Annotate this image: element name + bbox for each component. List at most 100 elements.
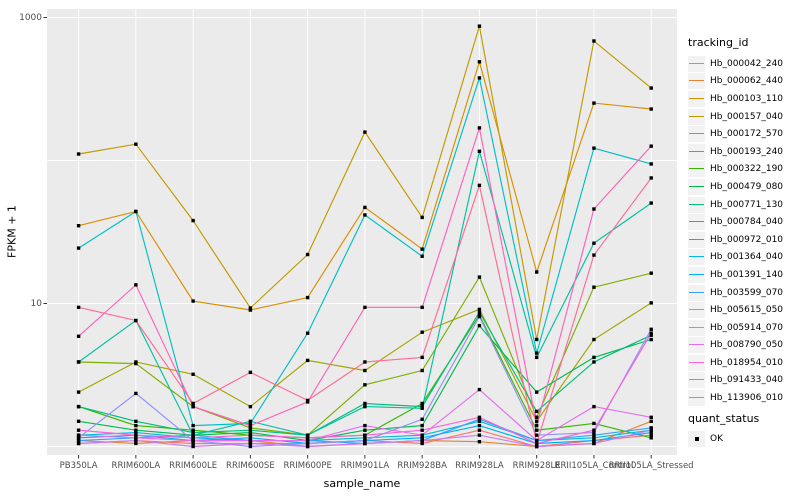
data-point bbox=[477, 323, 482, 328]
legend-key-swatch bbox=[688, 354, 705, 371]
data-point bbox=[76, 334, 81, 338]
ok-square-marker-icon bbox=[694, 436, 699, 441]
data-point bbox=[363, 423, 367, 428]
legend-item: Hb_000103_110 bbox=[688, 90, 800, 108]
data-point bbox=[248, 438, 253, 443]
data-point bbox=[191, 423, 195, 428]
legend-line-icon bbox=[689, 309, 704, 311]
data-point bbox=[305, 331, 310, 335]
legend-item: Hb_018954_010 bbox=[688, 354, 800, 372]
legend-item: Hb_000972_010 bbox=[688, 231, 800, 249]
data-point bbox=[477, 433, 482, 437]
legend-item: Hb_005615_050 bbox=[688, 301, 800, 319]
data-point bbox=[477, 419, 482, 424]
data-point bbox=[649, 419, 653, 424]
legend-key-swatch bbox=[688, 126, 705, 143]
data-point bbox=[134, 419, 138, 424]
x-tick-label: PB350LA bbox=[59, 461, 98, 471]
legend-key-swatch bbox=[688, 108, 705, 125]
data-point bbox=[420, 423, 424, 428]
data-point bbox=[477, 275, 482, 279]
data-point bbox=[420, 355, 424, 360]
data-point bbox=[76, 390, 81, 394]
x-tick-label: RRIM901LA bbox=[340, 461, 390, 471]
legend-label: Hb_000042_240 bbox=[710, 58, 784, 69]
legend-label: Hb_005615_050 bbox=[710, 305, 784, 316]
data-point bbox=[305, 444, 310, 449]
legend-line-icon bbox=[689, 238, 704, 240]
data-point bbox=[191, 299, 195, 303]
data-point bbox=[534, 355, 539, 360]
data-point bbox=[134, 142, 138, 146]
legend-item: Hb_000322_190 bbox=[688, 161, 800, 179]
legend-key-swatch bbox=[688, 302, 705, 319]
legend-line-icon bbox=[689, 361, 704, 363]
data-point bbox=[477, 24, 482, 28]
data-point bbox=[649, 201, 653, 205]
data-point bbox=[248, 441, 253, 446]
data-point bbox=[649, 107, 653, 111]
data-point bbox=[592, 355, 596, 360]
data-point bbox=[76, 246, 81, 250]
data-point bbox=[534, 415, 539, 420]
data-point bbox=[76, 419, 81, 424]
y-tick-label: 1000 bbox=[19, 12, 42, 23]
legend-key-swatch bbox=[688, 284, 705, 301]
data-point bbox=[420, 368, 424, 373]
legend-line-icon bbox=[689, 115, 704, 117]
data-point bbox=[363, 360, 367, 364]
data-point bbox=[191, 428, 195, 432]
data-point bbox=[191, 430, 195, 435]
data-point bbox=[191, 433, 195, 437]
data-point bbox=[248, 436, 253, 440]
data-point bbox=[134, 361, 138, 366]
data-point bbox=[134, 433, 138, 437]
data-point bbox=[534, 423, 539, 428]
legend-line-icon bbox=[689, 221, 704, 223]
data-point bbox=[305, 295, 310, 300]
data-point bbox=[248, 404, 253, 409]
data-point bbox=[649, 426, 653, 430]
legend-line-icon bbox=[689, 344, 704, 346]
x-tick-label: RRIM600SE bbox=[226, 461, 275, 471]
legend-line-icon bbox=[689, 150, 704, 152]
x-tick-label: RRIM928LA bbox=[455, 461, 504, 471]
data-point bbox=[420, 215, 424, 220]
data-point bbox=[363, 305, 367, 310]
data-point bbox=[363, 441, 367, 446]
x-tick-label: RRII105LA_Control bbox=[554, 461, 634, 471]
data-point bbox=[305, 398, 310, 403]
legend-label: Hb_003599_070 bbox=[710, 287, 784, 298]
legend-line-icon bbox=[689, 185, 704, 187]
legend-title-quant-status: quant_status bbox=[688, 411, 760, 425]
data-point bbox=[477, 428, 482, 432]
data-point bbox=[592, 241, 596, 245]
legend-line-icon bbox=[689, 80, 704, 82]
y-axis-title: FPKM + 1 bbox=[5, 205, 19, 258]
legend-key-swatch bbox=[688, 196, 705, 213]
data-point bbox=[420, 428, 424, 432]
data-point bbox=[248, 423, 253, 428]
data-point bbox=[420, 305, 424, 310]
data-point bbox=[420, 433, 424, 437]
data-point bbox=[649, 271, 653, 275]
data-point bbox=[592, 146, 596, 150]
data-point bbox=[134, 209, 138, 214]
legend-label: Hb_005914_070 bbox=[710, 322, 784, 333]
data-point bbox=[363, 436, 367, 440]
data-point bbox=[592, 101, 596, 105]
legend-label: Hb_001391_140 bbox=[710, 269, 784, 280]
data-point bbox=[592, 436, 596, 440]
data-point bbox=[534, 270, 539, 274]
legend-label: Hb_113906_010 bbox=[710, 393, 784, 404]
legend-label: OK bbox=[710, 433, 723, 444]
legend-key-swatch bbox=[688, 90, 705, 107]
data-point bbox=[76, 305, 81, 310]
data-point bbox=[134, 423, 138, 428]
data-point bbox=[477, 310, 482, 314]
data-point bbox=[592, 430, 596, 435]
legend-item: Hb_000042_240 bbox=[688, 55, 800, 73]
data-point bbox=[248, 430, 253, 435]
legend-label: Hb_000062_440 bbox=[710, 76, 784, 87]
